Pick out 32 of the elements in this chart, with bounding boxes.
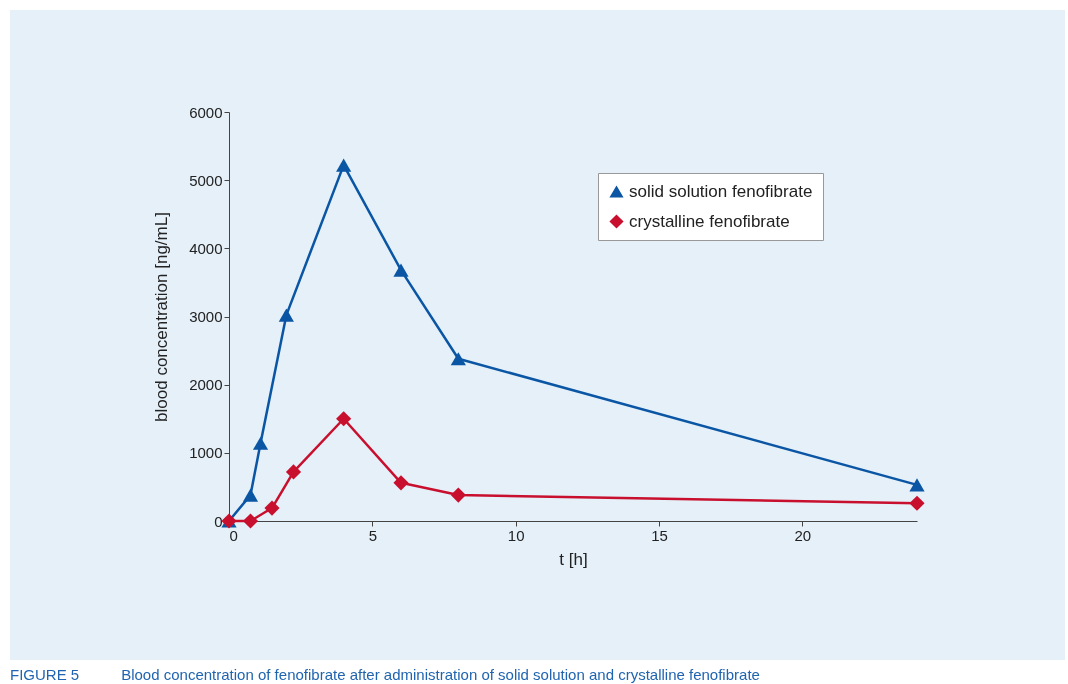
point: [909, 495, 925, 511]
x-tick-label: 20: [794, 526, 812, 544]
y-tick-label: 1000: [189, 444, 223, 462]
x-tick-label: 15: [651, 526, 668, 544]
point: [278, 308, 294, 322]
y-tick-label: 2000: [189, 376, 223, 394]
y-axis-title: blood concentration [ng/mL]: [152, 212, 172, 422]
point: [242, 488, 259, 502]
point: [450, 352, 466, 366]
point: [285, 464, 302, 480]
legend-label: solid solution fenofibrate: [629, 181, 813, 201]
x-tick-label: 5: [368, 526, 378, 544]
x-tick-label: 10: [507, 526, 525, 544]
point: [393, 475, 409, 491]
x-axis-title: t [h]: [559, 549, 588, 569]
y-tick-label: 3000: [189, 308, 223, 325]
y-tick-label: 5000: [189, 171, 223, 189]
y-tick-label: 0: [214, 512, 223, 530]
point: [242, 513, 259, 529]
point: [336, 411, 352, 427]
point: [336, 158, 352, 172]
point: [264, 500, 280, 516]
point: [393, 263, 409, 277]
y-tick-label: 4000: [189, 239, 223, 257]
point: [909, 478, 925, 492]
y-tick-label: 6000: [189, 103, 223, 121]
text: Blood concentration of fenofibrate after administration of solid solution and crystalline fenofibrate: [121, 666, 760, 683]
point: [450, 487, 466, 503]
caption: FIGURE 5: [10, 666, 80, 683]
legend-label: crystalline fenofibrate: [629, 211, 790, 231]
x-tick-label: 0: [229, 526, 238, 544]
point: [252, 436, 269, 450]
